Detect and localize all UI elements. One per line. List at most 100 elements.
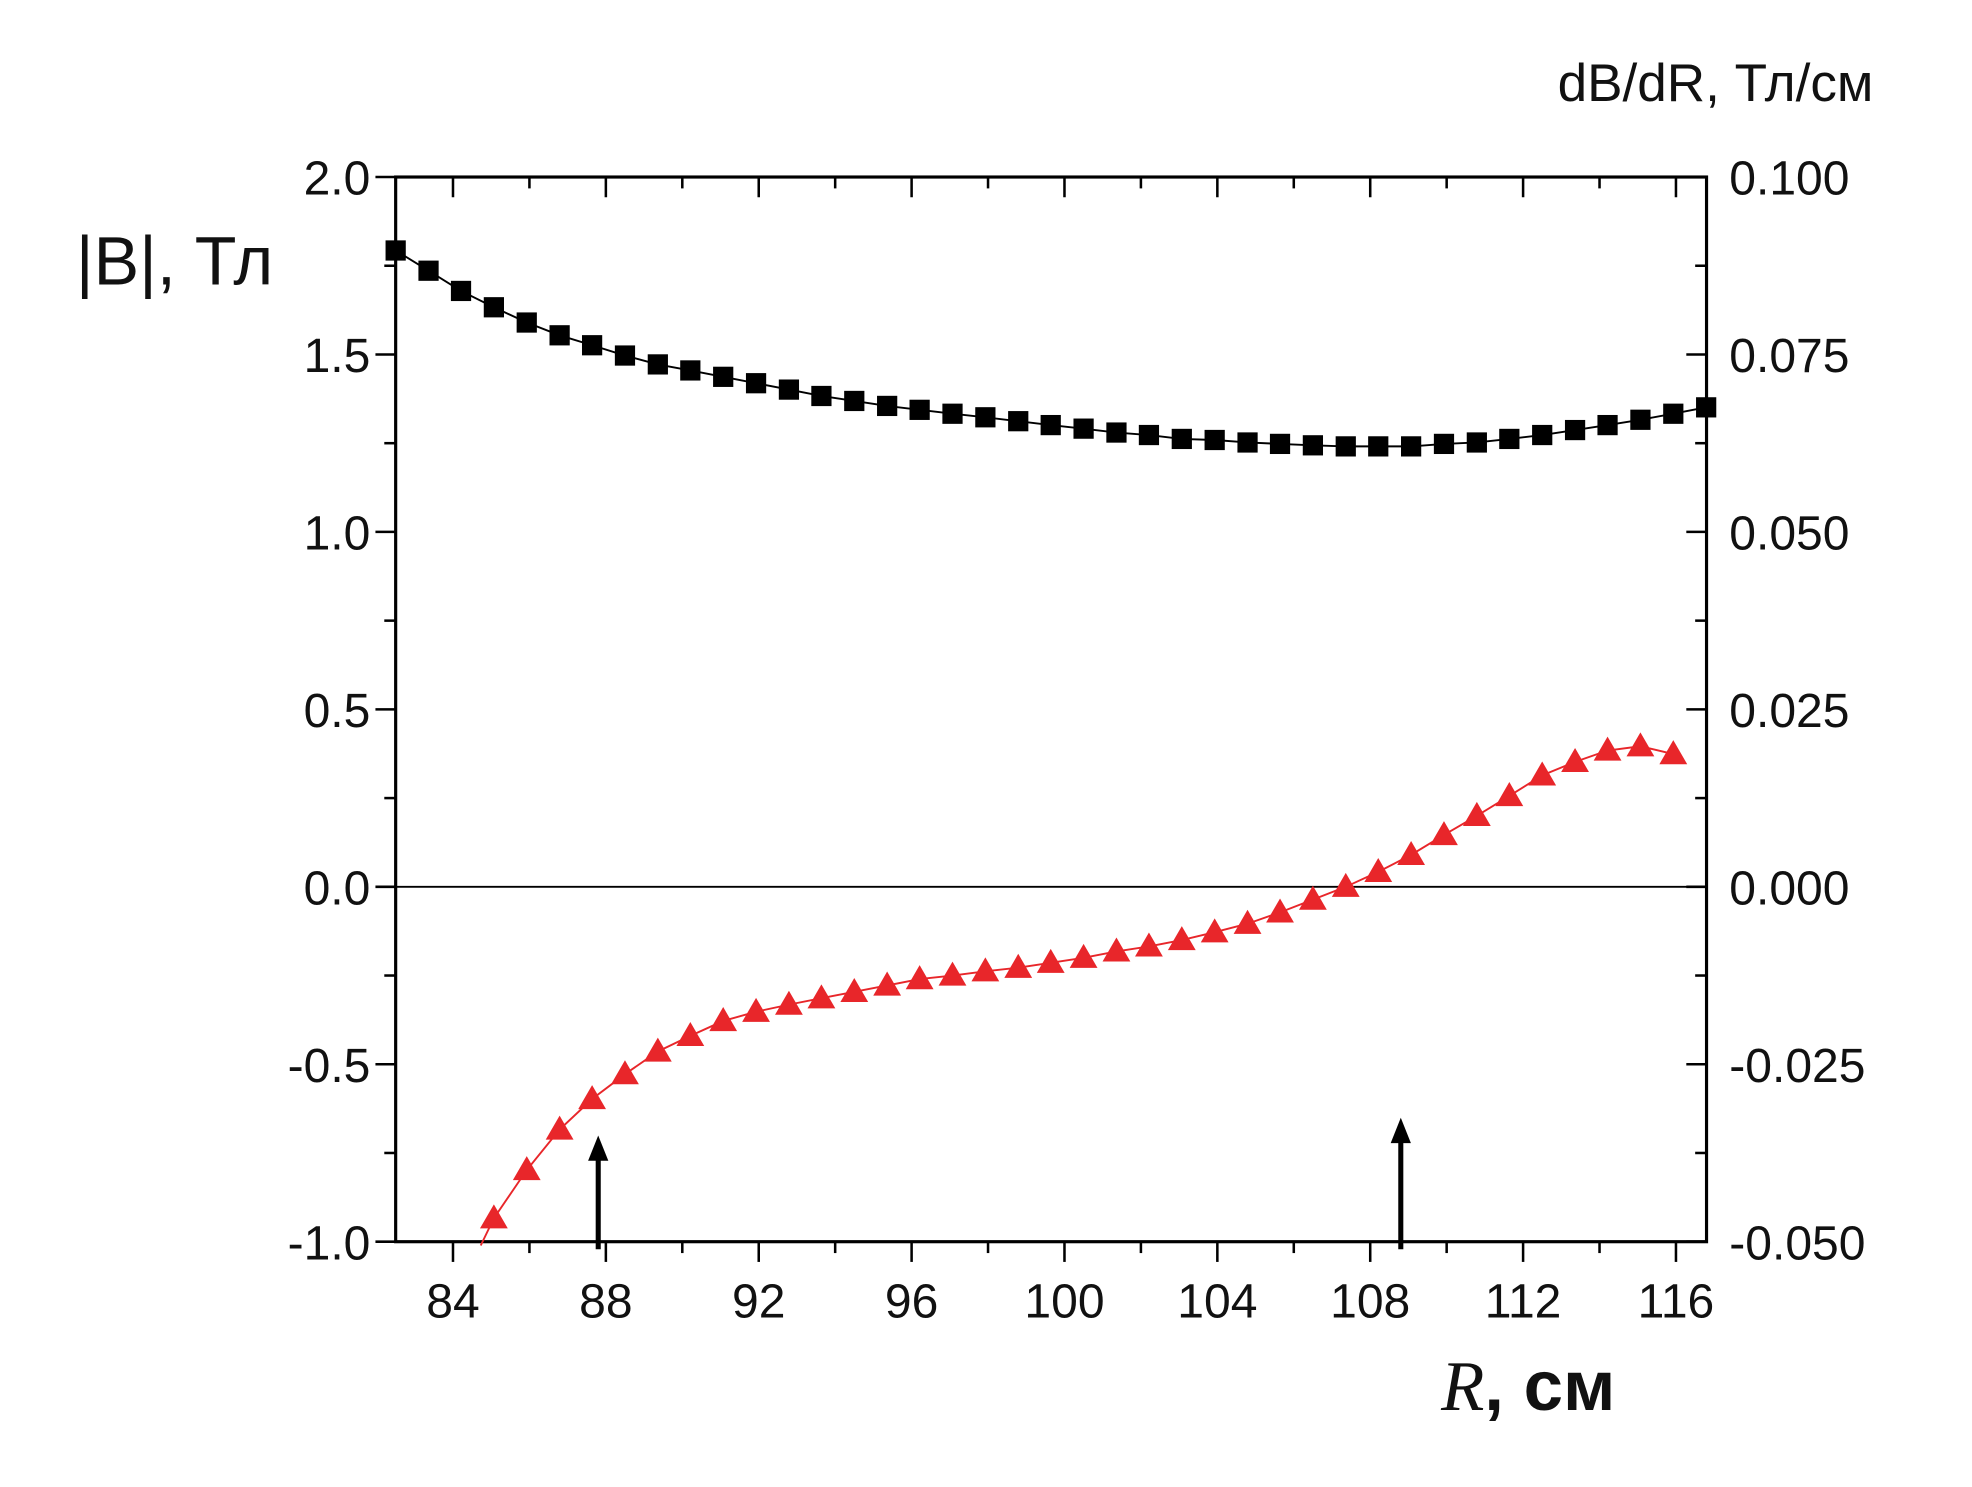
square-marker — [647, 354, 668, 375]
x-tick-label: 100 — [1024, 1276, 1104, 1329]
square-marker — [418, 260, 439, 281]
triangle-marker — [1561, 747, 1589, 772]
triangle-marker — [873, 971, 902, 996]
arrow-head-icon — [588, 1135, 609, 1161]
triangle-marker — [1462, 801, 1491, 826]
square-marker — [1269, 433, 1291, 455]
triangle-marker — [1135, 932, 1163, 957]
y-left-tick-label: -0.5 — [288, 1040, 371, 1093]
x-label: R, см — [1440, 1347, 1615, 1426]
y-left-tick-label: 0.0 — [304, 863, 371, 916]
triangle-marker — [775, 990, 803, 1015]
square-marker — [1237, 432, 1258, 453]
triangle-marker — [643, 1037, 672, 1062]
square-marker — [1040, 414, 1061, 436]
square-marker — [942, 403, 963, 424]
arrow-head-icon — [1390, 1117, 1411, 1144]
square-marker — [1138, 424, 1160, 446]
triangle-marker — [1266, 898, 1294, 923]
triangle-marker — [1593, 736, 1622, 761]
triangle-marker — [1397, 840, 1426, 865]
triangle-marker — [1298, 885, 1327, 910]
x-tick-label: 112 — [1485, 1276, 1562, 1329]
square-marker — [614, 345, 636, 366]
square-marker — [1368, 436, 1389, 457]
square-marker — [1433, 433, 1455, 455]
triangle-marker — [971, 957, 1000, 982]
square-marker — [877, 395, 898, 417]
square-marker — [483, 297, 504, 318]
triangle-marker — [840, 977, 869, 1002]
square-marker — [1597, 414, 1618, 436]
x-label-unit: , см — [1484, 1347, 1615, 1426]
triangle-marker — [611, 1060, 639, 1085]
triangle-marker — [1102, 937, 1131, 962]
square-marker — [1532, 424, 1553, 446]
triangle-marker — [545, 1115, 574, 1140]
y-right-tick-label: -0.025 — [1729, 1040, 1865, 1093]
square-marker — [581, 335, 603, 356]
y-right-tick-label: 0.075 — [1729, 330, 1849, 383]
square-marker — [450, 280, 472, 302]
y-right-label: dB/dR, Тл/см — [1558, 54, 1874, 113]
triangle-marker — [676, 1021, 705, 1046]
square-marker — [1204, 429, 1225, 451]
square-marker — [778, 379, 800, 400]
triangle-marker — [1200, 918, 1229, 943]
triangle-marker — [578, 1085, 607, 1110]
square-marker — [1302, 435, 1324, 456]
square-marker — [1171, 428, 1192, 450]
triangle-marker — [1659, 740, 1688, 765]
y-left-tick-label: -1.0 — [288, 1217, 371, 1270]
square-marker — [680, 360, 701, 381]
x-tick-label: 108 — [1330, 1276, 1410, 1329]
y-left-tick-label: 1.0 — [304, 508, 371, 561]
square-marker — [811, 385, 832, 407]
square-marker — [1401, 436, 1422, 457]
triangle-marker — [807, 984, 836, 1009]
triangle-marker — [1495, 782, 1524, 807]
square-marker — [844, 390, 865, 412]
y-left-tick-label: 1.5 — [304, 330, 371, 383]
triangle-marker — [1036, 948, 1065, 973]
x-tick-label: 92 — [732, 1276, 785, 1329]
square-marker — [1696, 397, 1717, 418]
square-marker — [1106, 422, 1127, 443]
x-tick-label: 84 — [426, 1276, 479, 1329]
x-tick-label: 88 — [579, 1276, 632, 1329]
square-marker — [975, 407, 996, 428]
triangle-marker — [1167, 926, 1196, 951]
square-marker — [1630, 409, 1651, 430]
square-marker — [1663, 403, 1684, 424]
triangle-marker — [512, 1156, 541, 1181]
y-right-tick-label: 0.000 — [1729, 863, 1849, 916]
y-right-tick-label: -0.050 — [1729, 1217, 1865, 1270]
square-marker — [909, 399, 930, 420]
x-tick-label: 104 — [1177, 1276, 1257, 1329]
y-right-tick-label: 0.050 — [1729, 508, 1849, 561]
triangle-marker — [938, 961, 967, 986]
triangle-marker — [1626, 732, 1655, 757]
square-marker — [1466, 432, 1487, 453]
triangle-marker — [1069, 943, 1098, 968]
triangle-marker — [709, 1007, 738, 1032]
square-marker — [385, 240, 406, 261]
triangle-marker — [1528, 761, 1557, 786]
square-marker — [516, 312, 537, 333]
y-left-tick-label: 2.0 — [304, 153, 371, 206]
triangle-marker — [1364, 857, 1393, 883]
square-marker — [1335, 436, 1356, 457]
triangle-marker — [742, 997, 770, 1022]
square-marker — [1008, 411, 1029, 432]
x-tick-label: 116 — [1638, 1276, 1715, 1329]
y-right-tick-label: 0.100 — [1729, 153, 1849, 206]
square-marker — [1073, 418, 1094, 439]
triangle-marker — [1004, 953, 1033, 978]
triangle-marker — [905, 965, 934, 990]
square-marker — [713, 366, 734, 387]
y-left-tick-label: 0.5 — [304, 685, 371, 738]
square-marker — [549, 325, 570, 346]
x-tick-label: 96 — [885, 1276, 938, 1329]
triangle-marker — [1331, 872, 1360, 897]
